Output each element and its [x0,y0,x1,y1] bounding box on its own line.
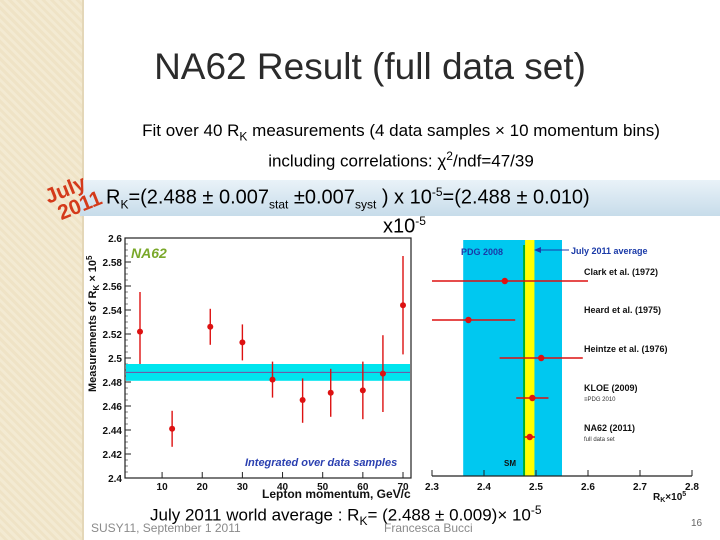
slide-sidebar-texture [0,0,82,540]
y-tick-label: 2.46 [103,402,123,413]
measurement-point [465,316,472,324]
x-tick-label: 2.6 [581,482,595,493]
data-point [169,425,176,432]
result-line: RK=(2.488 ± 0.007stat ±0.007syst ) x 10-… [106,185,590,212]
y-tick-label: 2.48 [103,378,123,389]
x-tick-label: 2.3 [425,482,439,493]
data-point [269,376,276,383]
result-unit: x10-5 [383,214,426,238]
y-tick-label: 2.56 [103,282,123,293]
measurement-label: Heintze et al. (1976) [584,344,668,354]
subtitle-line-1: Fit over 40 RK measurements (4 data samp… [142,121,660,144]
data-point [400,302,406,309]
y-tick-label: 2.6 [108,234,122,245]
measurement-point [526,433,533,441]
x-tick-label: 2.7 [633,482,647,493]
average-arrow-head [534,247,541,253]
y-tick-label: 2.42 [103,450,123,461]
data-point [359,387,366,394]
subtitle-line-2: including correlations: χ2/ndf=47/39 [268,149,534,171]
page-number: 16 [691,518,703,529]
y-tick-label: 2.54 [103,306,123,317]
slide-title: NA62 Result (full data set) [154,46,586,87]
measurement-label: NA62 (2011) [584,423,635,433]
y-tick-label: 2.5 [108,354,122,365]
measurement-label: Heard et al. (1975) [584,305,661,315]
footer-conference: SUSY11, September 1 2011 [91,521,241,535]
data-point [239,339,246,346]
measurement-note: full data set [584,437,615,443]
measurement-point [538,354,545,362]
x-axis-label: Lepton momentum, GeV/c [262,487,411,501]
data-point [207,323,214,330]
measurement-point [501,277,508,285]
x-tick-label: 2.8 [685,482,699,493]
pdg-2008-label: PDG 2008 [461,247,503,257]
world-average-label: July 2011 average [571,246,648,256]
sidebar-divider [82,0,84,540]
footer-author: Francesca Bucci [384,521,473,535]
x-tick-label: 10 [157,482,169,493]
data-point [379,370,386,377]
x-tick-label: 2.5 [529,482,543,493]
y-tick-label: 2.4 [108,474,122,485]
data-point [299,397,306,403]
rk-axis-label: RK×105 [653,491,686,504]
x-tick-label: 30 [237,482,249,493]
x-tick-label: 70 [397,482,409,493]
x-tick-label: 50 [317,482,329,493]
measurement-label: KLOE (2009) [584,383,638,393]
result-highlight-band [80,180,720,216]
chart-title-na62: NA62 [131,245,167,261]
sm-label: SM [504,459,516,468]
data-point [327,389,334,396]
x-tick-label: 20 [197,482,209,493]
y-tick-label: 2.58 [103,258,123,269]
band-label: Integrated over data samples [245,457,397,469]
y-tick-label: 2.44 [103,426,123,437]
measurement-point [529,394,536,402]
x-tick-label: 60 [357,482,369,493]
measurement-label: Clark et al. (1972) [584,267,658,277]
x-tick-label: 40 [277,482,289,493]
data-point [137,328,143,335]
x-tick-label: 2.4 [477,482,491,493]
y-tick-label: 2.52 [103,330,123,341]
world-average-text: July 2011 world average : RK= (2.488 ± 0… [150,503,542,529]
measurement-note: ≡PDG 2010 [584,397,616,403]
